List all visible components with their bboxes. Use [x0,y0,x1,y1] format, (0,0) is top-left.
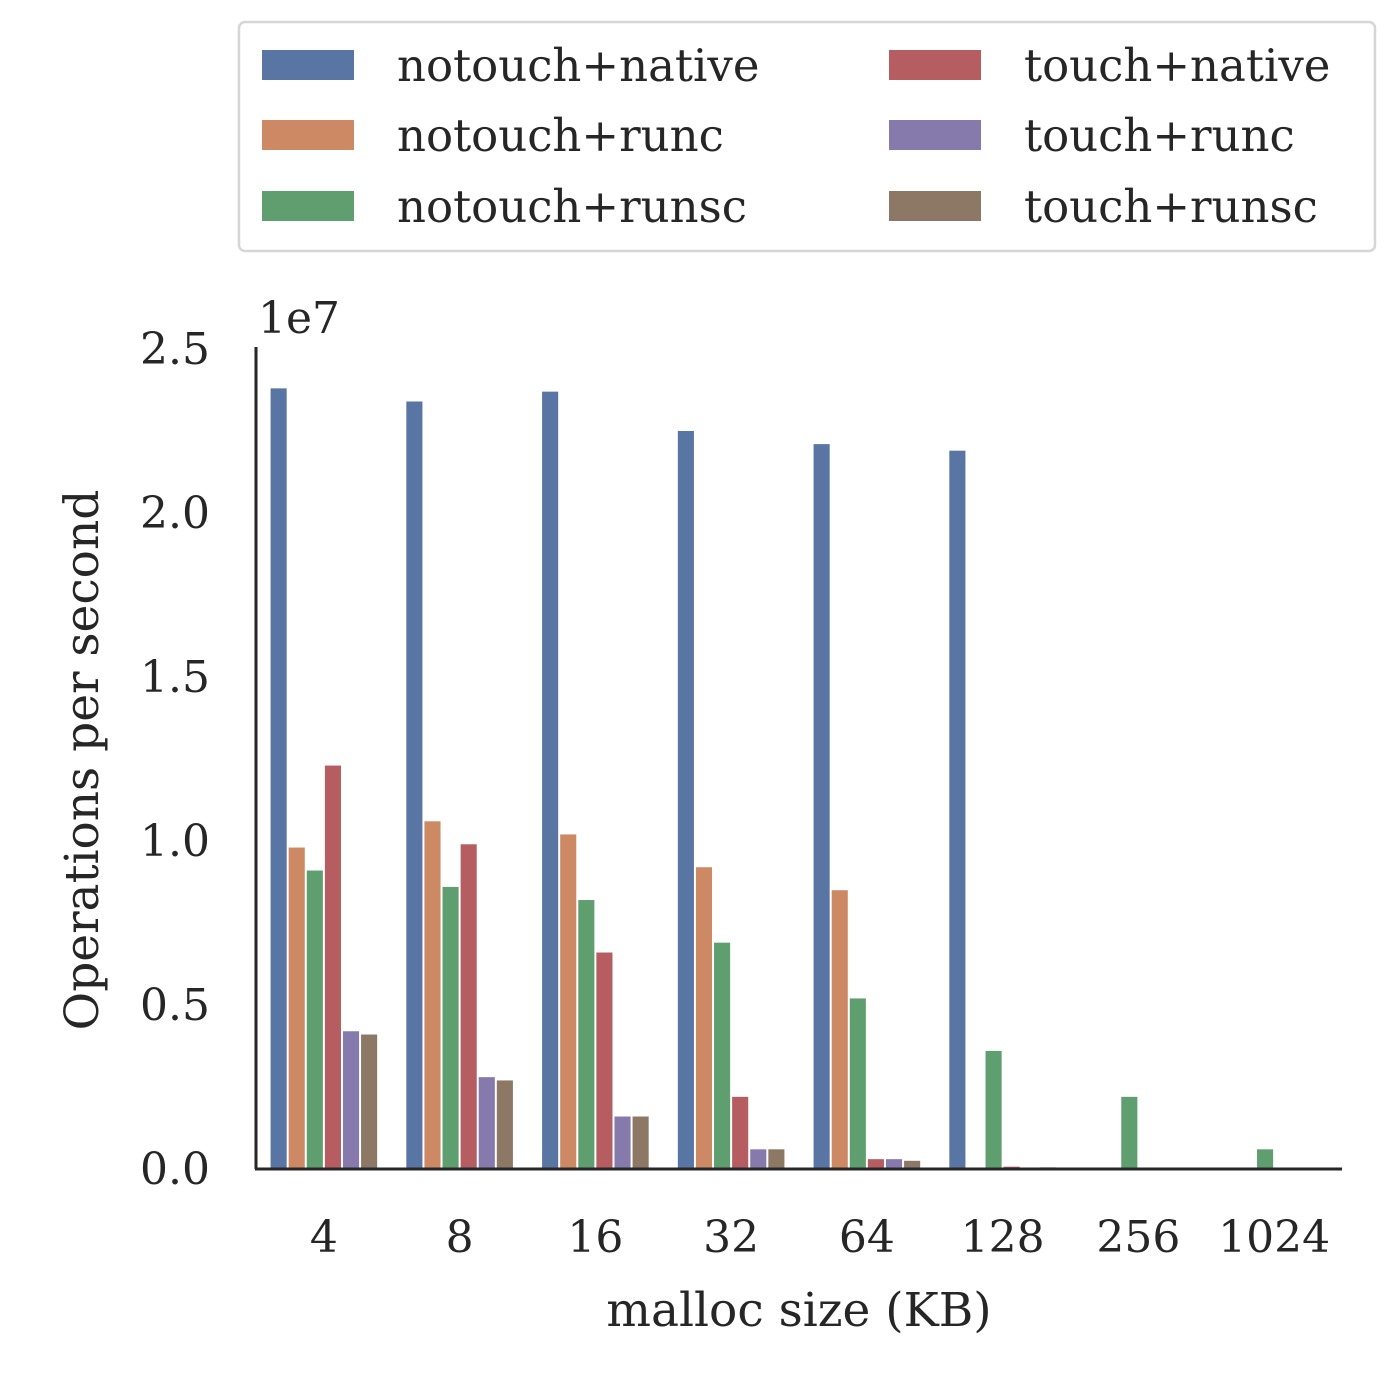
x-tick-label: 128 [961,1212,1045,1263]
bar-touch-runc-16 [614,1116,631,1169]
legend-frame [237,20,1377,253]
y-tick-label: 0.0 [140,1144,210,1195]
legend: notouch+native notouch+runc notouch+runsc t… [237,20,1377,253]
bar-touch-runc-8 [478,1077,495,1169]
bar-notouch-runsc-16 [578,900,595,1169]
bar-notouch-runsc-4 [306,870,323,1169]
bar-touch-runsc-16 [632,1116,649,1169]
y-tick-label: 2.5 [140,324,210,375]
x-tick-label: 1024 [1218,1212,1330,1263]
bar-notouch-native-4 [270,388,287,1169]
bar-touch-native-4 [324,765,341,1169]
bar-notouch-native-16 [542,391,559,1169]
y-tick-label: 1.5 [140,652,210,703]
bar-touch-native-32 [732,1096,749,1169]
legend-label: notouch+native [397,39,759,92]
legend-swatch [262,191,354,221]
bar-notouch-runc-16 [560,834,577,1169]
x-tick-label: 256 [1096,1212,1180,1263]
bar-notouch-runsc-256 [1121,1096,1138,1169]
bar-touch-native-8 [460,844,477,1169]
legend-swatch [889,50,981,80]
bar-touch-runsc-32 [768,1149,785,1169]
bars-group [270,388,1274,1170]
y-tick-label: 1.0 [140,816,210,867]
bar-touch-runsc-8 [496,1080,513,1169]
y-offset-label: 1e7 [258,293,340,344]
bar-notouch-runsc-64 [849,998,866,1169]
bar-touch-runc-64 [885,1159,903,1169]
legend-swatch [262,120,354,150]
y-tick-label: 0.5 [140,980,210,1031]
x-tick-label: 16 [567,1212,623,1263]
x-tick-label: 64 [839,1212,895,1263]
bar-notouch-native-128 [949,450,966,1169]
bar-notouch-runsc-32 [714,942,731,1169]
bar-touch-runsc-4 [361,1034,378,1169]
legend-label: notouch+runc [397,109,724,162]
y-tick-labels: 0.0 0.5 1.0 1.5 2.0 2.5 [140,324,210,1195]
legend-swatch [889,191,981,221]
legend-label: touch+runc [1024,109,1295,162]
bar-notouch-native-8 [406,401,423,1170]
x-axis-label: malloc size (KB) [606,1283,991,1338]
y-axis-label: Operations per second [55,490,110,1031]
bar-touch-native-16 [596,952,613,1169]
x-tick-label: 8 [446,1212,474,1263]
bar-touch-runc-4 [342,1031,360,1169]
x-tick-label: 4 [310,1212,338,1263]
bar-notouch-native-32 [677,431,694,1169]
legend-swatch [889,120,981,150]
y-tick-label: 2.0 [140,488,210,539]
bar-notouch-runsc-1024 [1257,1149,1274,1169]
legend-label: touch+runsc [1024,180,1318,233]
bar-notouch-runc-8 [424,821,441,1169]
bar-touch-native-64 [867,1159,884,1169]
legend-label: notouch+runsc [397,180,747,233]
bar-notouch-runsc-128 [985,1050,1002,1169]
bar-touch-runc-32 [750,1149,767,1169]
legend-swatch [262,50,354,80]
x-tick-label: 32 [703,1212,759,1263]
bar-notouch-runsc-8 [442,886,459,1169]
bar-notouch-native-64 [813,444,830,1169]
bar-notouch-runc-32 [695,867,713,1169]
bar-touch-runsc-64 [904,1160,921,1169]
x-tick-labels: 4 8 16 32 64 128 256 1024 [310,1212,1330,1263]
legend-label: touch+native [1024,39,1330,92]
bar-notouch-runc-64 [831,890,848,1169]
bar-notouch-runc-4 [288,847,305,1169]
